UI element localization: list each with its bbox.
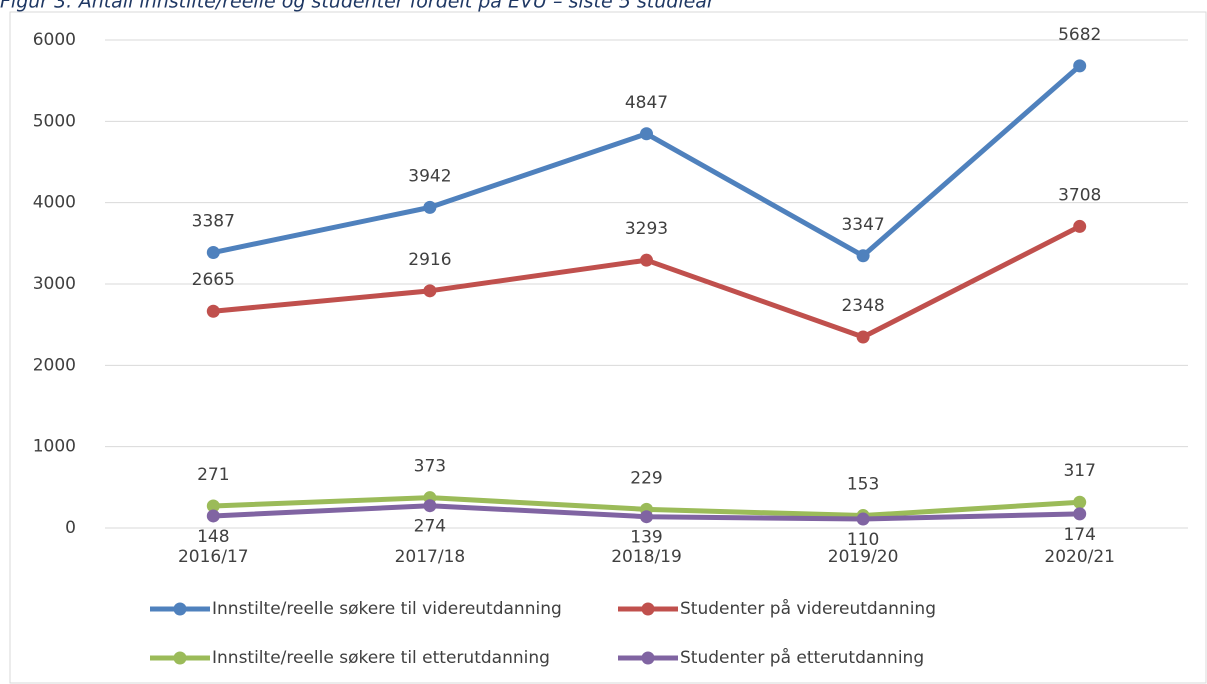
y-tick-label: 1000 bbox=[33, 437, 76, 457]
y-tick-label: 0 bbox=[65, 518, 76, 538]
y-tick-label: 2000 bbox=[33, 355, 76, 375]
legend-label: Studenter på etterutdanning bbox=[680, 647, 924, 668]
data-label: 317 bbox=[1063, 461, 1095, 481]
data-label: 110 bbox=[847, 530, 879, 550]
data-point bbox=[423, 200, 437, 214]
data-label: 3708 bbox=[1058, 185, 1101, 205]
data-point bbox=[206, 304, 220, 318]
legend-marker bbox=[641, 651, 655, 665]
legend-label: Innstilte/reelle søkere til etterutdanni… bbox=[212, 648, 550, 668]
data-label: 5682 bbox=[1058, 25, 1101, 45]
data-label: 2665 bbox=[192, 270, 235, 290]
chart-title: Figur 3: Antall innstilte/reelle og stud… bbox=[0, 0, 716, 13]
data-point bbox=[1073, 59, 1087, 73]
data-point bbox=[640, 253, 653, 267]
y-tick-label: 4000 bbox=[33, 193, 76, 213]
chart-frame bbox=[9, 11, 1207, 684]
legend-label: Innstilte/reelle søkere til videreutdann… bbox=[212, 599, 562, 619]
series-line bbox=[213, 224, 1081, 340]
legend-label: Studenter på videreutdanning bbox=[680, 598, 936, 619]
data-point bbox=[640, 127, 653, 141]
data-point bbox=[423, 499, 437, 513]
y-tick-label: 3000 bbox=[33, 274, 76, 294]
data-point bbox=[856, 512, 870, 526]
x-tick-label: 2020/21 bbox=[1044, 547, 1115, 567]
data-point bbox=[1073, 219, 1087, 233]
legend-marker bbox=[173, 651, 187, 665]
y-tick-label: 6000 bbox=[33, 30, 76, 50]
data-label: 373 bbox=[414, 457, 446, 477]
legend-marker bbox=[641, 602, 655, 616]
data-point bbox=[640, 510, 653, 524]
data-point bbox=[206, 499, 220, 513]
data-label: 271 bbox=[197, 465, 229, 485]
x-tick-label: 2016/17 bbox=[178, 547, 249, 567]
data-label: 3942 bbox=[408, 166, 451, 186]
legend-marker bbox=[173, 602, 187, 616]
data-label: 174 bbox=[1063, 525, 1095, 545]
x-tick-label: 2019/20 bbox=[828, 547, 899, 567]
data-point bbox=[856, 330, 870, 344]
data-label: 4847 bbox=[625, 93, 668, 113]
data-label: 153 bbox=[847, 475, 879, 495]
data-label: 229 bbox=[630, 468, 662, 488]
y-tick-label: 5000 bbox=[33, 111, 76, 131]
data-label: 2348 bbox=[841, 296, 884, 316]
data-label: 2916 bbox=[408, 250, 451, 270]
x-tick-label: 2017/18 bbox=[395, 547, 466, 567]
data-point bbox=[206, 246, 220, 260]
data-point bbox=[1073, 507, 1087, 521]
data-label: 148 bbox=[197, 527, 229, 547]
x-tick-label: 2018/19 bbox=[611, 547, 682, 567]
data-label: 3387 bbox=[192, 212, 235, 232]
data-point bbox=[206, 509, 220, 523]
data-point bbox=[1073, 495, 1087, 509]
data-label: 274 bbox=[414, 517, 446, 537]
data-label: 3293 bbox=[625, 219, 668, 239]
data-label: 3347 bbox=[841, 215, 884, 235]
data-point bbox=[423, 284, 437, 298]
data-label: 139 bbox=[630, 528, 662, 548]
data-point bbox=[856, 249, 870, 263]
